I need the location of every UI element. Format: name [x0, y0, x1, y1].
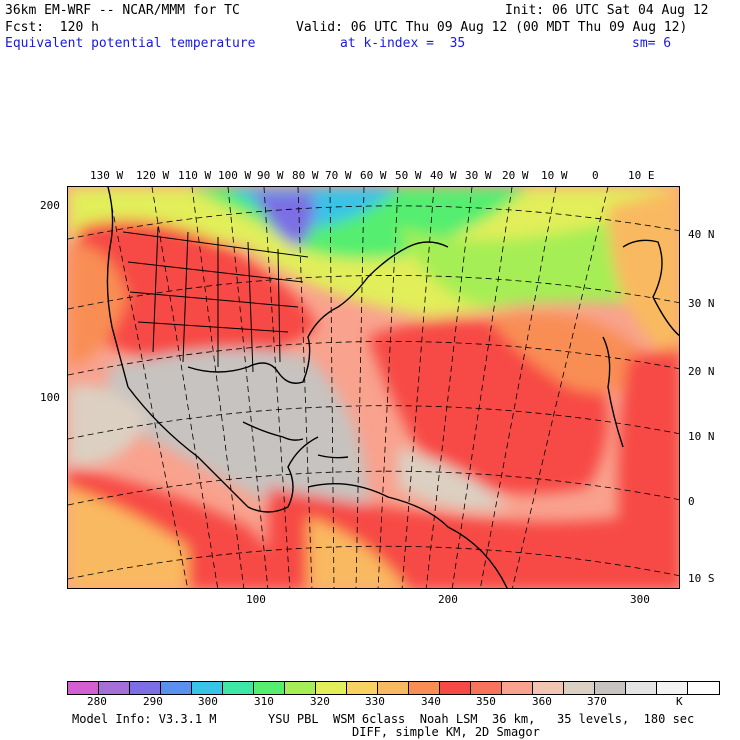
- lat-label: 0: [688, 495, 695, 508]
- colorbar-label: 320: [310, 695, 330, 708]
- lon-label: 80 W: [292, 169, 319, 182]
- colorbar-swatch: [254, 682, 285, 694]
- colorbar-label: 350: [476, 695, 496, 708]
- forecast-hour: Fcst: 120 h: [5, 20, 99, 35]
- model-info: Model Info: V3.3.1 M: [72, 712, 217, 726]
- lon-label: 10 W: [541, 169, 568, 182]
- lon-label: 60 W: [360, 169, 387, 182]
- lon-label: 100 W: [218, 169, 252, 182]
- lat-label: 40 N: [688, 228, 715, 241]
- lon-label: 70 W: [325, 169, 352, 182]
- colorbar-swatch: [161, 682, 192, 694]
- lon-label: 120 W: [136, 169, 170, 182]
- colorbar-label: 340: [421, 695, 441, 708]
- colorbar-label: 300: [198, 695, 218, 708]
- lon-label: 90 W: [257, 169, 284, 182]
- lat-label: 10 N: [688, 430, 715, 443]
- lon-label: 20 W: [502, 169, 529, 182]
- smoothing: sm= 6: [632, 36, 672, 51]
- colorbar-label: 370: [587, 695, 607, 708]
- colorbar-label: 360: [532, 695, 552, 708]
- lat-label: 10 S: [688, 572, 715, 585]
- coastlines: [106, 187, 679, 588]
- colorbar-unit: K: [676, 695, 683, 708]
- diffusion-info: DIFF, simple KM, 2D Smagor: [352, 725, 540, 739]
- colorbar-label: 290: [143, 695, 163, 708]
- lat-label: 20 N: [688, 365, 715, 378]
- colorbar-swatch: [316, 682, 347, 694]
- colorbar-swatch: [657, 682, 688, 694]
- colorbar-swatch: [68, 682, 99, 694]
- lon-label: 110 W: [178, 169, 212, 182]
- colorbar-swatch: [595, 682, 626, 694]
- colorbar-label: 330: [365, 695, 385, 708]
- theta-e-map: [67, 186, 680, 589]
- colorbar-swatch: [502, 682, 533, 694]
- colorbar-label: 280: [87, 695, 107, 708]
- grid-label-bottom: 200: [438, 593, 458, 606]
- valid-time: Valid: 06 UTC Thu 09 Aug 12 (00 MDT Thu …: [296, 20, 688, 35]
- lon-label: 10 E: [628, 169, 655, 182]
- colorbar-swatch: [626, 682, 657, 694]
- physics-info: YSU PBL WSM 6class Noah LSM 36 km, 35 le…: [268, 712, 695, 726]
- colorbar: [67, 681, 720, 695]
- colorbar-swatch: [440, 682, 471, 694]
- colorbar-swatch: [533, 682, 564, 694]
- map-canvas: [68, 187, 679, 588]
- colorbar-swatch: [130, 682, 161, 694]
- graticule: [68, 187, 679, 588]
- grid-label-bottom: 100: [246, 593, 266, 606]
- level-index: at k-index = 35: [340, 36, 466, 51]
- lon-label: 50 W: [395, 169, 422, 182]
- lon-label: 130 W: [90, 169, 124, 182]
- lon-label: 40 W: [430, 169, 457, 182]
- colorbar-swatch: [99, 682, 130, 694]
- grid-label-left: 200: [40, 199, 60, 212]
- lat-label: 30 N: [688, 297, 715, 310]
- shaded-field: [68, 187, 679, 588]
- field-name: Equivalent potential temperature: [5, 36, 256, 51]
- lon-label: 30 W: [465, 169, 492, 182]
- colorbar-swatch: [564, 682, 595, 694]
- colorbar-swatch: [285, 682, 316, 694]
- colorbar-label: 310: [254, 695, 274, 708]
- colorbar-swatch: [409, 682, 440, 694]
- colorbar-swatch: [223, 682, 254, 694]
- lon-label: 0: [592, 169, 599, 182]
- grid-label-left: 100: [40, 391, 60, 404]
- model-title: 36km EM-WRF -- NCAR/MMM for TC: [5, 3, 240, 18]
- colorbar-swatch: [688, 682, 719, 694]
- grid-label-bottom: 300: [630, 593, 650, 606]
- init-time: Init: 06 UTC Sat 04 Aug 12: [505, 3, 709, 18]
- colorbar-swatch: [378, 682, 409, 694]
- colorbar-swatch: [471, 682, 502, 694]
- political-borders: [122, 226, 309, 373]
- colorbar-swatch: [347, 682, 378, 694]
- colorbar-swatch: [192, 682, 223, 694]
